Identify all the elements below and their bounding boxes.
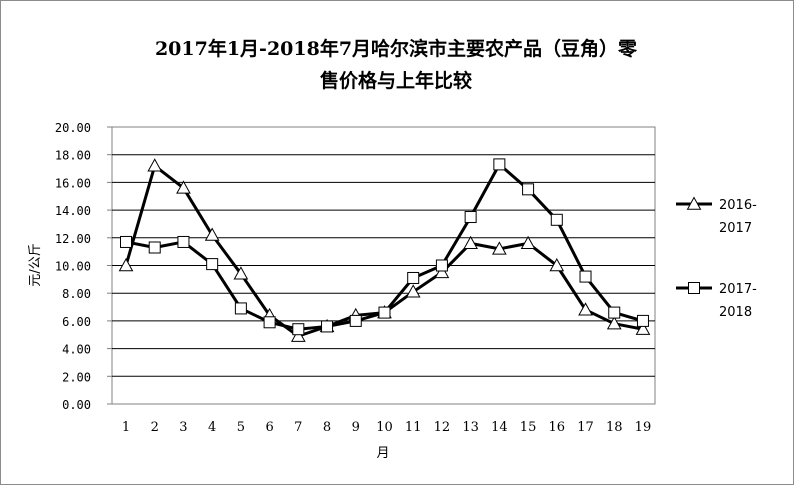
data-point <box>435 259 448 272</box>
series-group <box>118 158 651 342</box>
legend-item: 2017- 2018 <box>676 282 757 320</box>
x-tick-label: 10 <box>376 420 393 435</box>
data-point <box>520 235 536 250</box>
data-point <box>493 158 506 171</box>
legend-marker <box>686 196 702 210</box>
x-tick-label: 5 <box>237 420 245 435</box>
data-point <box>463 235 478 250</box>
x-tick-label: 18 <box>606 420 623 435</box>
data-point <box>579 270 592 283</box>
data-point <box>522 183 535 196</box>
y-axis-label: 元/公斤 <box>28 243 43 286</box>
data-point <box>321 320 334 333</box>
chart-title-line2: 售价格与上年比较 <box>319 69 472 92</box>
x-tick-label: 6 <box>265 420 273 435</box>
data-point <box>635 321 651 335</box>
data-point <box>434 264 450 279</box>
y-tick-label: 2.00 <box>62 370 91 384</box>
x-tick-label: 4 <box>208 420 216 435</box>
x-tick-label: 8 <box>323 420 331 435</box>
legend: 2016- 2017 2017- 2018 <box>676 196 757 320</box>
y-tick-label: 0.00 <box>62 398 91 412</box>
data-point <box>550 213 563 226</box>
series-2 <box>120 158 649 336</box>
y-tick-label: 18.00 <box>55 149 91 163</box>
x-tick-label: 2 <box>151 420 159 435</box>
legend-label: 2017- <box>719 282 757 297</box>
y-tick-label: 10.00 <box>55 260 91 274</box>
legend-label: 2018 <box>719 305 752 320</box>
data-point <box>608 306 621 319</box>
data-point <box>606 316 622 330</box>
y-tick-label: 6.00 <box>62 315 91 329</box>
chart-title: 2017年1月-2018年7月哈尔滨市主要农产品（豆角）零 <box>155 37 638 60</box>
x-tick-label: 1 <box>122 420 130 435</box>
legend-item: 2016- 2017 <box>676 196 757 236</box>
data-point <box>118 257 134 272</box>
data-point <box>292 323 305 336</box>
x-tick-label: 19 <box>635 420 652 435</box>
data-point <box>549 257 565 272</box>
data-point <box>636 314 649 327</box>
data-point <box>206 258 219 271</box>
data-point <box>407 271 420 284</box>
data-point <box>492 241 507 255</box>
y-tick-label: 4.00 <box>62 343 91 357</box>
y-tick-label: 8.00 <box>62 287 91 301</box>
x-tick-label: 15 <box>520 420 537 435</box>
data-point <box>204 227 220 241</box>
legend-label: 2016- <box>719 198 757 213</box>
data-point <box>147 158 163 172</box>
data-point <box>263 316 276 329</box>
data-point <box>148 241 161 254</box>
data-point <box>233 266 249 280</box>
x-tick-label: 11 <box>405 420 422 435</box>
data-point <box>405 284 421 298</box>
data-point <box>464 211 477 224</box>
x-tick-label: 16 <box>549 420 566 435</box>
x-axis-ticks: 1 2 3 4 5 6 7 8 9 10 11 12 13 14 15 16 17 18 19 <box>122 420 651 435</box>
data-point <box>378 306 391 319</box>
x-tick-label: 14 <box>491 420 508 435</box>
data-point <box>578 302 593 316</box>
data-point <box>290 328 306 342</box>
x-tick-label: 9 <box>352 420 360 435</box>
y-tick-label: 14.00 <box>55 204 91 218</box>
y-tick-label: 20.00 <box>55 121 91 135</box>
y-axis-ticks: 0.00 2.00 4.00 6.00 8.00 10.00 12.00 14.00 16.00… <box>55 121 112 412</box>
data-point <box>176 180 191 194</box>
y-tick-label: 16.00 <box>55 176 91 190</box>
data-point <box>349 314 362 327</box>
legend-label: 2017 <box>719 221 752 236</box>
x-axis-label: 月 <box>376 446 389 461</box>
x-tick-label: 13 <box>462 420 479 435</box>
y-tick-label: 12.00 <box>55 232 91 246</box>
data-point <box>120 235 132 248</box>
x-tick-label: 17 <box>577 420 594 435</box>
data-point <box>234 302 247 315</box>
x-tick-label: 7 <box>294 420 302 435</box>
x-tick-label: 12 <box>434 420 451 435</box>
x-tick-label: 3 <box>179 420 187 435</box>
legend-marker <box>688 282 700 294</box>
data-point <box>177 235 190 248</box>
